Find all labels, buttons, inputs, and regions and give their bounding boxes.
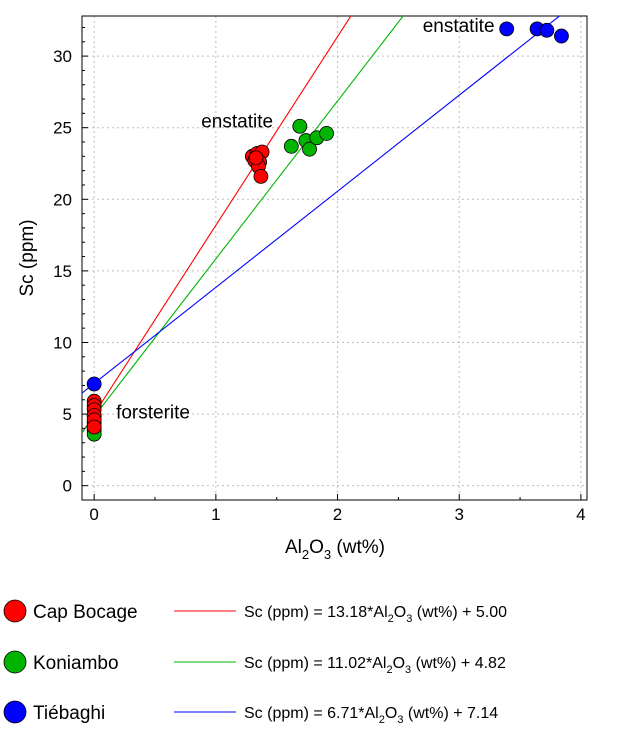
gridlines xyxy=(82,16,587,500)
legend: Cap Bocage Sc (ppm) = 13.18*Al2O3 (wt%) +… xyxy=(3,599,507,726)
y-tick-label: 30 xyxy=(53,47,72,66)
data-point xyxy=(302,141,317,157)
data-point xyxy=(319,126,334,141)
x-tick-label: 0 xyxy=(89,505,98,524)
data-point xyxy=(86,419,102,435)
legend-label: Koniambo xyxy=(33,653,119,674)
fit-line xyxy=(82,16,404,433)
fit-line xyxy=(82,16,352,434)
axis-ticks: 0 1 2 3 4 0 5 10 15 20 25 30 xyxy=(53,26,586,524)
plot-frame xyxy=(81,15,588,501)
legend-marker xyxy=(3,700,27,724)
legend-equation: Sc (ppm) = 11.02*Al2O3 (wt%) + 4.82 xyxy=(244,655,506,676)
y-tick-label: 20 xyxy=(53,190,72,209)
y-tick-label: 10 xyxy=(53,333,72,352)
annotation-label: forsterite xyxy=(116,402,190,423)
annotation-label: enstatite xyxy=(201,112,273,133)
fit-line xyxy=(82,16,561,394)
y-tick-label: 5 xyxy=(63,405,72,424)
legend-label: Tiébaghi xyxy=(33,703,105,724)
y-tick-label: 0 xyxy=(63,477,72,496)
legend-label: Cap Bocage xyxy=(33,602,138,623)
y-tick-label: 25 xyxy=(53,119,72,138)
data-points xyxy=(86,21,569,442)
data-point xyxy=(292,118,308,134)
x-axis-label: Al2O3 (wt%) xyxy=(285,537,385,562)
regression-lines xyxy=(82,16,561,434)
data-point xyxy=(283,138,299,154)
legend-marker xyxy=(3,650,27,674)
x-tick-label: 2 xyxy=(333,505,342,524)
data-point xyxy=(539,22,555,38)
x-tick-label: 3 xyxy=(454,505,463,524)
data-point xyxy=(86,376,102,392)
data-point xyxy=(554,28,569,44)
y-tick-label: 15 xyxy=(53,262,72,281)
legend-marker xyxy=(3,599,27,623)
data-point xyxy=(499,21,515,37)
legend-equation: Sc (ppm) = 13.18*Al2O3 (wt%) + 5.00 xyxy=(244,604,507,625)
legend-equation: Sc (ppm) = 6.71*Al2O3 (wt%) + 7.14 xyxy=(244,705,498,726)
y-axis-label: Sc (ppm) xyxy=(17,219,38,296)
annotation-label: enstatite xyxy=(423,16,495,37)
annotations: enstatite enstatite forsterite xyxy=(116,16,494,424)
x-tick-label: 1 xyxy=(211,505,220,524)
data-point xyxy=(248,150,264,166)
data-point xyxy=(253,168,269,184)
x-tick-label: 4 xyxy=(576,505,585,524)
